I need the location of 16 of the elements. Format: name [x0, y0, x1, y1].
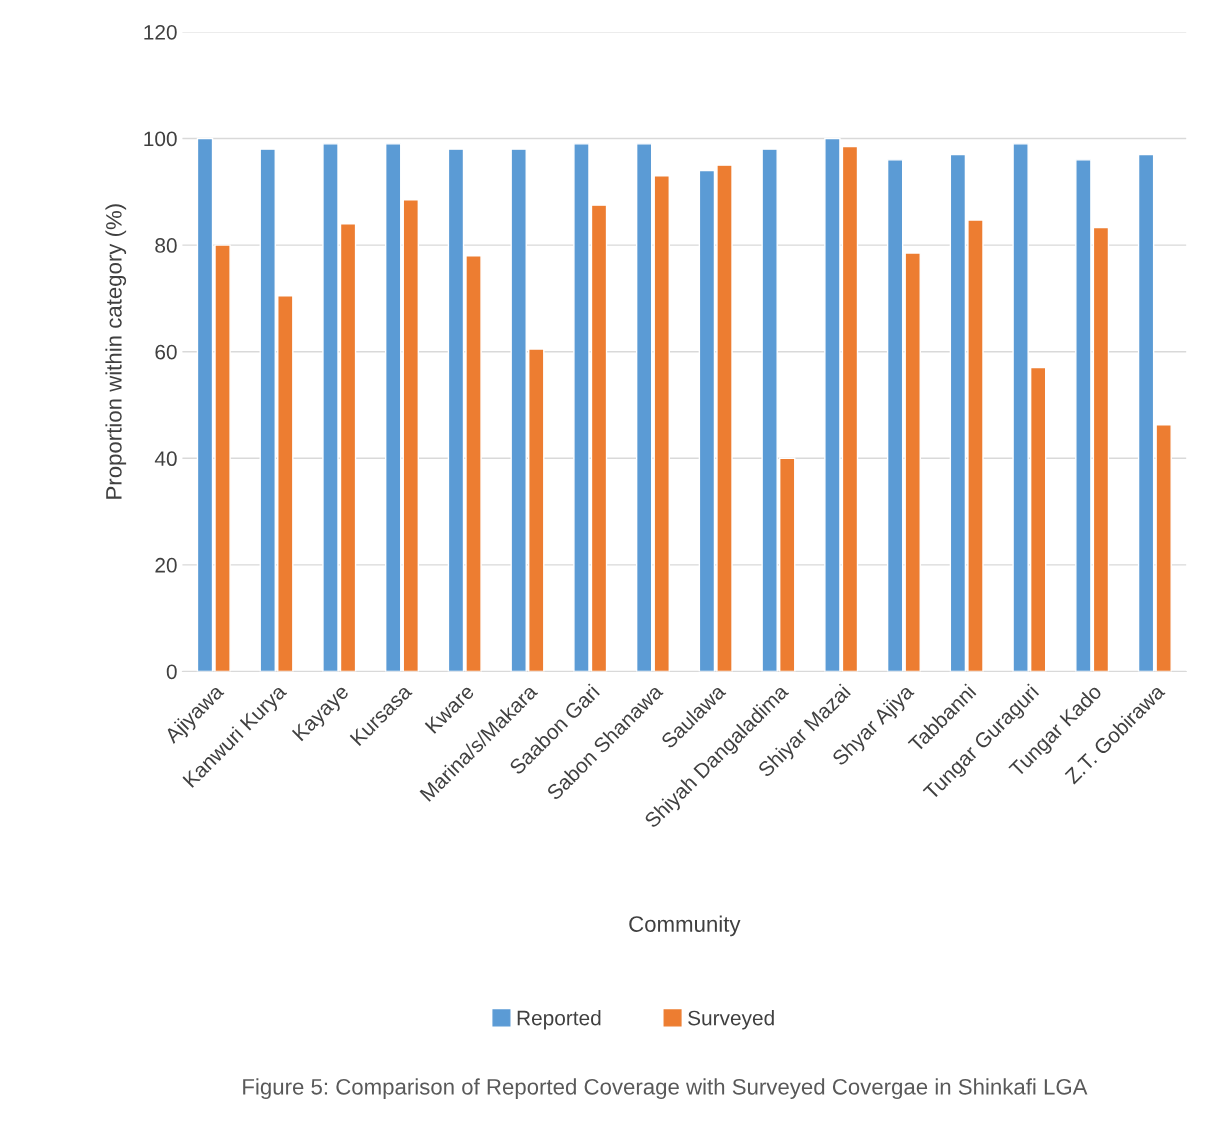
y-tick-label: 60: [155, 344, 177, 360]
y-tick-label: 20: [155, 557, 177, 573]
bar: [635, 143, 653, 672]
bar: [653, 175, 670, 672]
y-tick-label: 100: [144, 131, 177, 147]
legend-label: Reported: [517, 1010, 601, 1030]
y-axis-title: Proportion within category (%): [105, 204, 127, 499]
y-tick-label: 120: [144, 24, 177, 40]
bar: [384, 143, 402, 672]
y-tick-label: 40: [154, 451, 177, 467]
x-axis-title: Community: [629, 915, 741, 937]
y-tick-label: 80: [155, 238, 177, 253]
legend-label: Surveyed: [688, 1010, 774, 1030]
caption: Figure 5: Comparison of Reported Coverage with Surveyed Covergae in Shinkafi LGA: [243, 1078, 1088, 1100]
y-tick-label: 0: [166, 664, 177, 680]
bar: [402, 199, 420, 672]
